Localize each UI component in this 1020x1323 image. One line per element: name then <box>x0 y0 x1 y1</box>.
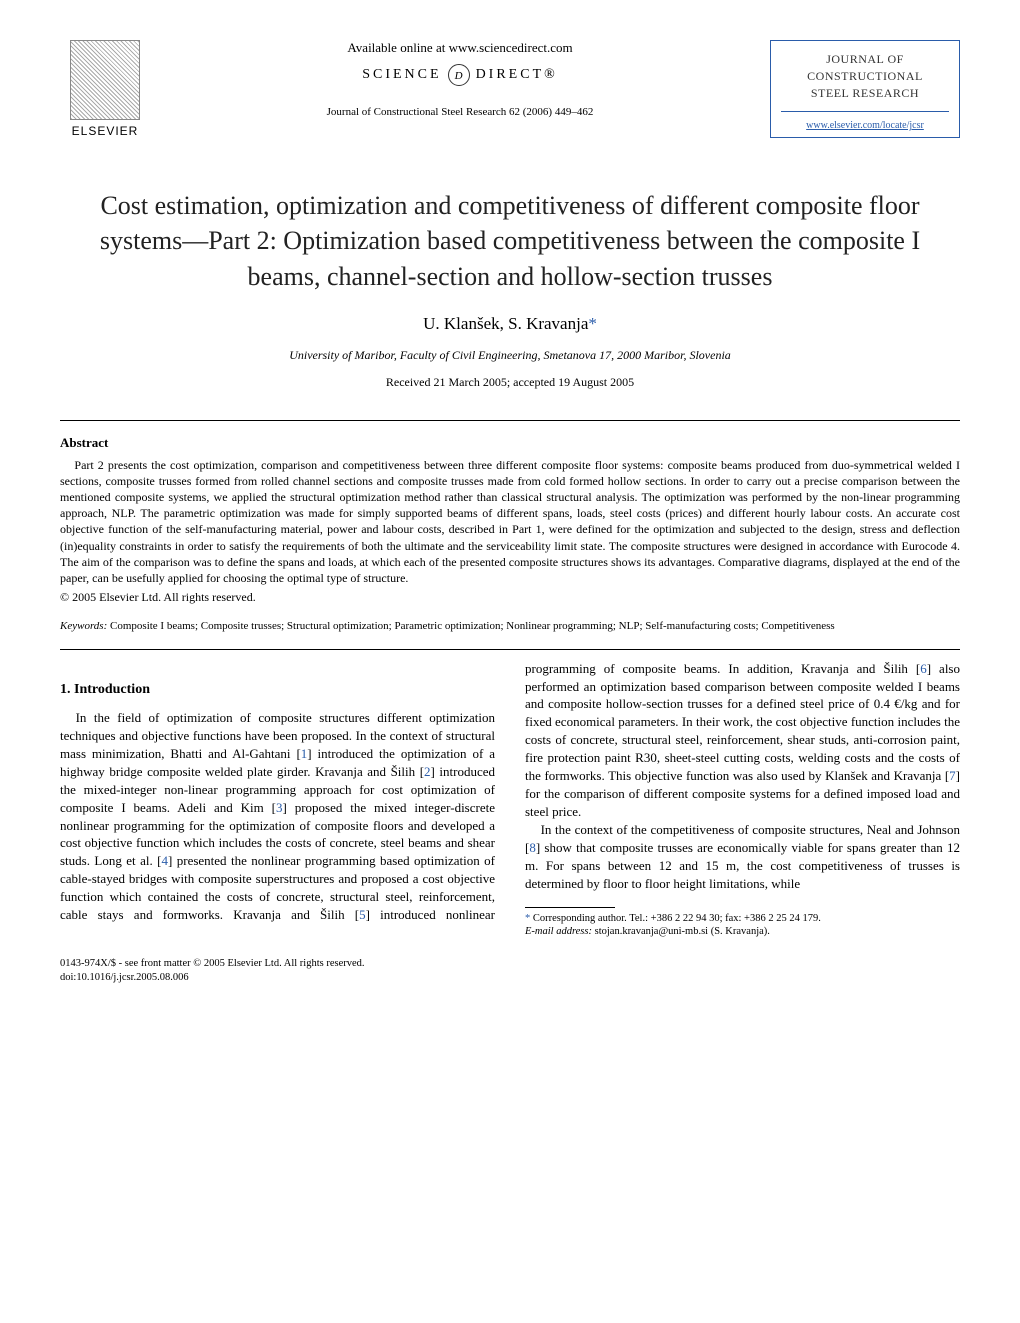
rule-above-abstract <box>60 420 960 421</box>
journal-url-link[interactable]: www.elsevier.com/locate/jcsr <box>781 120 949 131</box>
sd-text-left: SCIENCE <box>362 67 441 83</box>
header-center: Available online at www.sciencedirect.co… <box>150 40 770 118</box>
rule-below-keywords <box>60 649 960 650</box>
intro-paragraph-2: In the context of the competitiveness of… <box>525 821 960 893</box>
journal-name-line3: STEEL RESEARCH <box>811 86 919 100</box>
intro-paragraph-1: In the field of optimization of composit… <box>60 660 960 939</box>
p2-seg-b: ] show that composite trusses are econom… <box>525 840 960 891</box>
doi-text: doi:10.1016/j.jcsr.2005.08.006 <box>60 971 960 985</box>
keywords-block: Keywords: Composite I beams; Composite t… <box>60 619 960 634</box>
journal-name-line2: CONSTRUCTIONAL <box>807 69 923 83</box>
authors-text: U. Klanšek, S. Kravanja <box>423 314 588 333</box>
front-matter-text: 0143-974X/$ - see front matter © 2005 El… <box>60 957 960 971</box>
available-online-text: Available online at www.sciencedirect.co… <box>170 40 750 56</box>
science-direct-icon: d <box>448 64 470 86</box>
footnote-star-icon: * <box>525 913 530 924</box>
author-list: U. Klanšek, S. Kravanja* <box>60 314 960 334</box>
footnote-separator <box>525 907 615 908</box>
abstract-copyright: © 2005 Elsevier Ltd. All rights reserved… <box>60 590 960 605</box>
article-title: Cost estimation, optimization and compet… <box>80 188 940 293</box>
sd-text-right: DIRECT® <box>476 67 558 83</box>
keywords-label: Keywords: <box>60 620 107 632</box>
affiliation: University of Maribor, Faculty of Civil … <box>60 348 960 363</box>
journal-title-box: JOURNAL OF CONSTRUCTIONAL STEEL RESEARCH… <box>770 40 960 138</box>
keywords-text: Composite I beams; Composite trusses; St… <box>110 620 835 632</box>
front-matter-block: 0143-974X/$ - see front matter © 2005 El… <box>60 957 960 984</box>
science-direct-brand: SCIENCE d DIRECT® <box>170 64 750 86</box>
email-footnote: E-mail address: stojan.kravanja@uni-mb.s… <box>525 925 960 939</box>
email-label: E-mail address: <box>525 926 592 937</box>
journal-box-divider <box>781 111 949 112</box>
journal-reference: Journal of Constructional Steel Research… <box>170 106 750 118</box>
section-1-heading: 1. Introduction <box>60 680 495 699</box>
p1-seg-g: ] also performed an optimization based c… <box>525 661 960 784</box>
journal-name-line1: JOURNAL OF <box>826 52 904 66</box>
corresponding-footnote: * Corresponding author. Tel.: +386 2 22 … <box>525 912 960 926</box>
corresponding-author-mark[interactable]: * <box>588 314 597 333</box>
footnote-corr-text: Corresponding author. Tel.: +386 2 22 94… <box>533 913 821 924</box>
article-dates: Received 21 March 2005; accepted 19 Augu… <box>60 375 960 390</box>
body-two-column: 1. Introduction In the field of optimiza… <box>60 660 960 939</box>
abstract-heading: Abstract <box>60 435 960 451</box>
journal-name: JOURNAL OF CONSTRUCTIONAL STEEL RESEARCH <box>781 51 949 101</box>
publisher-logo: ELSEVIER <box>60 40 150 138</box>
publisher-name: ELSEVIER <box>72 124 139 138</box>
page-header: ELSEVIER Available online at www.science… <box>60 40 960 138</box>
abstract-body: Part 2 presents the cost optimization, c… <box>60 457 960 587</box>
email-value: stojan.kravanja@uni-mb.si (S. Kravanja). <box>595 926 770 937</box>
elsevier-tree-icon <box>70 40 140 120</box>
